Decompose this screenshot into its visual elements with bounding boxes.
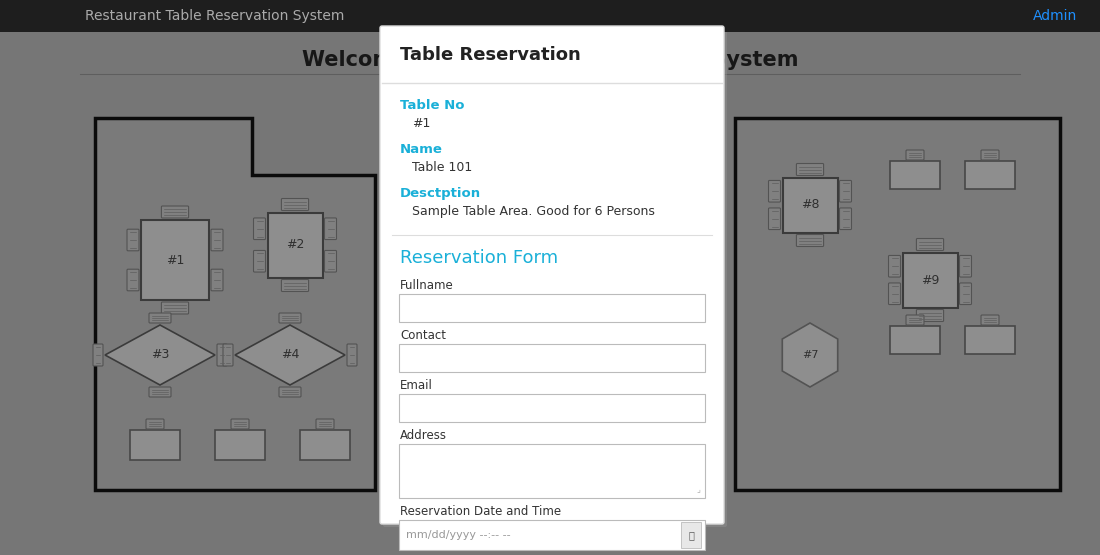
Text: #1: #1 — [412, 117, 430, 130]
FancyBboxPatch shape — [211, 229, 223, 251]
Text: #4: #4 — [280, 349, 299, 361]
Polygon shape — [235, 325, 345, 385]
FancyBboxPatch shape — [146, 419, 164, 429]
FancyBboxPatch shape — [253, 250, 265, 272]
FancyBboxPatch shape — [279, 313, 301, 323]
FancyBboxPatch shape — [214, 430, 265, 460]
FancyBboxPatch shape — [965, 326, 1015, 354]
FancyBboxPatch shape — [916, 239, 944, 250]
FancyBboxPatch shape — [383, 29, 727, 527]
FancyBboxPatch shape — [889, 255, 901, 277]
FancyBboxPatch shape — [316, 419, 334, 429]
Text: Reservation Date and Time: Reservation Date and Time — [400, 505, 561, 518]
Text: ⌟: ⌟ — [696, 484, 700, 493]
FancyBboxPatch shape — [906, 315, 924, 325]
FancyBboxPatch shape — [916, 310, 944, 321]
Text: mm/dd/yyyy --:-- --: mm/dd/yyyy --:-- -- — [406, 530, 510, 540]
FancyBboxPatch shape — [782, 178, 837, 233]
FancyBboxPatch shape — [769, 208, 781, 230]
FancyBboxPatch shape — [399, 520, 705, 550]
FancyBboxPatch shape — [211, 269, 223, 291]
Text: Name: Name — [400, 143, 443, 156]
FancyBboxPatch shape — [889, 283, 901, 305]
FancyBboxPatch shape — [379, 26, 724, 524]
FancyBboxPatch shape — [130, 430, 180, 460]
Polygon shape — [104, 325, 214, 385]
Text: #1: #1 — [166, 254, 184, 266]
FancyBboxPatch shape — [399, 294, 705, 322]
FancyBboxPatch shape — [965, 161, 1015, 189]
Text: Contact: Contact — [400, 329, 446, 342]
FancyBboxPatch shape — [902, 253, 957, 307]
FancyBboxPatch shape — [253, 218, 265, 240]
FancyBboxPatch shape — [346, 344, 358, 366]
Text: Admin: Admin — [1033, 9, 1077, 23]
Text: #3: #3 — [151, 349, 169, 361]
FancyBboxPatch shape — [267, 213, 322, 278]
FancyBboxPatch shape — [162, 206, 188, 218]
Text: Fullname: Fullname — [400, 279, 453, 292]
Text: #8: #8 — [801, 199, 820, 211]
FancyBboxPatch shape — [399, 444, 705, 498]
FancyBboxPatch shape — [681, 522, 701, 548]
Text: Welcome to the Table Reservation System: Welcome to the Table Reservation System — [301, 50, 799, 70]
FancyBboxPatch shape — [796, 235, 824, 246]
FancyBboxPatch shape — [279, 387, 301, 397]
Text: Reservation Form: Reservation Form — [400, 249, 558, 267]
Text: Sample Table Area. Good for 6 Persons: Sample Table Area. Good for 6 Persons — [412, 205, 654, 218]
FancyBboxPatch shape — [906, 150, 924, 160]
FancyBboxPatch shape — [282, 199, 309, 210]
FancyBboxPatch shape — [324, 218, 337, 240]
FancyBboxPatch shape — [217, 344, 227, 366]
FancyBboxPatch shape — [324, 250, 337, 272]
FancyBboxPatch shape — [890, 326, 940, 354]
FancyBboxPatch shape — [981, 150, 999, 160]
Text: Table Reservation: Table Reservation — [400, 47, 581, 64]
FancyBboxPatch shape — [839, 208, 851, 230]
FancyBboxPatch shape — [141, 220, 209, 300]
Text: 📅: 📅 — [689, 530, 694, 540]
Text: Table 101: Table 101 — [412, 161, 472, 174]
FancyBboxPatch shape — [769, 180, 781, 202]
Polygon shape — [782, 323, 838, 387]
Polygon shape — [95, 118, 375, 490]
FancyBboxPatch shape — [223, 344, 233, 366]
FancyBboxPatch shape — [148, 387, 170, 397]
FancyBboxPatch shape — [399, 394, 705, 422]
Text: #7: #7 — [802, 350, 818, 360]
Text: #2: #2 — [286, 239, 305, 251]
FancyBboxPatch shape — [839, 180, 851, 202]
FancyBboxPatch shape — [148, 313, 170, 323]
FancyBboxPatch shape — [959, 283, 971, 305]
FancyBboxPatch shape — [162, 302, 188, 314]
Text: Desctption: Desctption — [400, 187, 481, 200]
Text: Email: Email — [400, 379, 433, 392]
Bar — [0, 0, 1100, 32]
Text: Address: Address — [400, 429, 447, 442]
FancyBboxPatch shape — [959, 255, 971, 277]
FancyBboxPatch shape — [300, 430, 350, 460]
Text: #9: #9 — [921, 274, 939, 286]
FancyBboxPatch shape — [126, 229, 139, 251]
FancyBboxPatch shape — [399, 344, 705, 372]
FancyBboxPatch shape — [796, 164, 824, 175]
Text: Restaurant Table Reservation System: Restaurant Table Reservation System — [86, 9, 344, 23]
FancyBboxPatch shape — [890, 161, 940, 189]
FancyBboxPatch shape — [94, 344, 103, 366]
FancyBboxPatch shape — [981, 315, 999, 325]
FancyBboxPatch shape — [735, 118, 1060, 490]
Text: Table No: Table No — [400, 99, 464, 112]
FancyBboxPatch shape — [231, 419, 249, 429]
FancyBboxPatch shape — [282, 280, 309, 291]
FancyBboxPatch shape — [126, 269, 139, 291]
